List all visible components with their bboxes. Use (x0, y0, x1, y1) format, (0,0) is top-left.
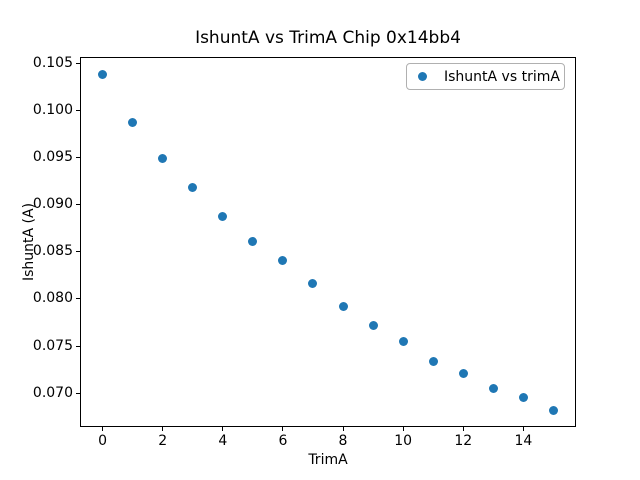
x-tick-label: 4 (218, 433, 228, 450)
x-tick-label: 2 (158, 433, 168, 450)
y-tick-mark (76, 62, 80, 64)
x-tick-mark (222, 427, 224, 432)
y-tick-label: 0.105 (32, 54, 73, 71)
scatter-point (428, 356, 438, 366)
scatter-point (158, 153, 168, 163)
y-tick-mark (76, 204, 80, 206)
y-tick-mark (76, 298, 80, 300)
scatter-point (488, 384, 498, 394)
legend: IshuntA vs trimA (406, 63, 565, 90)
y-tick-label: 0.095 (32, 149, 73, 166)
y-tick-label: 0.100 (32, 101, 73, 118)
x-tick-label: 10 (394, 433, 413, 450)
scatter-point (368, 320, 378, 330)
scatter-point (518, 392, 528, 402)
scatter-point (338, 302, 348, 311)
scatter-point (248, 236, 258, 246)
x-tick-mark (402, 427, 404, 432)
y-tick-mark (76, 109, 80, 111)
scatter-point (548, 405, 558, 415)
x-tick-mark (102, 427, 104, 432)
x-tick-label: 6 (278, 433, 288, 450)
y-tick-label: 0.085 (32, 243, 73, 260)
scatter-point (98, 70, 108, 80)
x-tick-mark (162, 427, 164, 432)
scatter-point (308, 279, 318, 289)
y-tick-label: 0.075 (32, 337, 73, 354)
x-tick-mark (342, 427, 344, 432)
plot-area (80, 57, 576, 427)
y-tick-label: 0.070 (32, 384, 73, 401)
y-tick-label: 0.080 (32, 290, 73, 307)
x-tick-mark (522, 427, 524, 432)
y-axis-label: IshuntA (A) (21, 202, 37, 282)
scatter-point (188, 183, 198, 193)
x-tick-mark (462, 427, 464, 432)
y-tick-mark (76, 251, 80, 253)
x-axis-label: TrimA (308, 452, 348, 468)
x-tick-mark (282, 427, 284, 432)
scatter-point (458, 368, 468, 378)
legend-marker-icon (418, 72, 427, 81)
y-tick-mark (76, 392, 80, 394)
y-tick-label: 0.090 (32, 196, 73, 213)
scatter-point (128, 118, 138, 128)
scatter-point (218, 212, 228, 222)
scatter-point (398, 336, 408, 346)
scatter-point (278, 255, 288, 265)
x-tick-label: 8 (338, 433, 348, 450)
y-tick-mark (76, 345, 80, 347)
chart-title: IshuntA vs TrimA Chip 0x14bb4 (195, 28, 461, 48)
x-tick-label: 14 (514, 433, 533, 450)
x-tick-label: 12 (454, 433, 473, 450)
legend-label: IshuntA vs trimA (444, 68, 560, 85)
x-tick-label: 0 (98, 433, 107, 450)
y-tick-mark (76, 157, 80, 159)
